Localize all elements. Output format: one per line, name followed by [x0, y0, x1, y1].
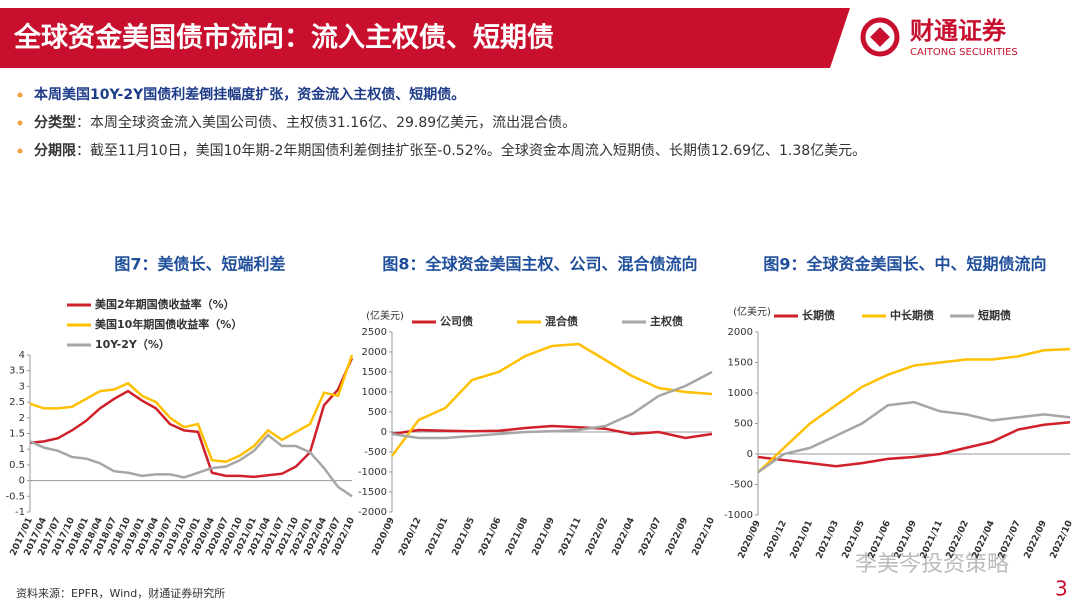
bullet-label: 分类型 — [34, 114, 76, 131]
y-tick-label: 2.5 — [9, 397, 25, 408]
x-tick-label: 2021/03 — [815, 519, 841, 560]
x-tick-label: 2021/01 — [424, 516, 450, 557]
y-tick-label: 1000 — [362, 387, 387, 398]
bullet-label: 分期限 — [34, 143, 76, 159]
series-line — [757, 421, 1071, 468]
x-tick-label: 2022/04 — [611, 516, 637, 557]
page-number: 3 — [1055, 577, 1068, 601]
y-tick-label: -0.5 — [5, 491, 25, 502]
x-tick-label: 2022/07 — [997, 519, 1023, 560]
y-tick-label: 0.5 — [9, 460, 25, 471]
y-tick-label: 1.5 — [9, 429, 25, 440]
x-tick-label: 2022/10 — [1049, 519, 1075, 560]
bullet-dot — [17, 120, 23, 126]
y-tick-label: -1000 — [724, 510, 753, 521]
y-tick-label: 0 — [747, 449, 753, 460]
y-tick-label: -1 — [15, 507, 25, 518]
x-tick-label: 2021/09 — [531, 516, 557, 557]
chart-title: 图9：全球资金美国长、中、短期债流向 — [763, 255, 1046, 274]
bullet-text: ：截至11月10日，美国10年期-2年期国债利差倒挂扩张至-0.52%。全球资金… — [76, 142, 866, 159]
x-tick-label: 2022/10 — [691, 516, 717, 557]
chart-title: 图8：全球资金美国主权、公司、混合债流向 — [382, 255, 697, 274]
y-tick-label: 2500 — [362, 327, 387, 338]
logo-text: 财通证券 — [910, 17, 1007, 45]
legend-label: 中长期债 — [890, 308, 934, 322]
y-tick-label: -500 — [730, 480, 753, 491]
y-tick-label: 1500 — [728, 358, 753, 369]
x-tick-label: 2020/12 — [763, 519, 789, 560]
legend-label: 短期债 — [978, 308, 1011, 322]
y-tick-label: -500 — [364, 447, 387, 458]
y-tick-label: 2000 — [362, 347, 387, 358]
x-tick-label: 2020/09 — [371, 516, 397, 557]
axis-unit: (亿美元) — [733, 305, 771, 318]
chart-title: 图7：美债长、短端利差 — [114, 255, 285, 274]
legend-label: 美国2年期国债收益率（%） — [95, 297, 235, 311]
x-tick-label: 2022/09 — [1023, 519, 1049, 560]
y-tick-label: 0 — [19, 476, 25, 487]
legend-label: 公司债 — [440, 314, 473, 328]
legend-label: 美国10年期国债收益率（%） — [95, 317, 242, 331]
y-tick-label: 0 — [381, 427, 387, 438]
series-line — [29, 354, 354, 464]
axis-unit: (亿美元) — [366, 309, 404, 322]
header-bar — [0, 8, 850, 68]
series-line — [29, 357, 354, 479]
y-tick-label: 2000 — [728, 327, 753, 338]
bullet: 分期限：截至11月10日，美国10年期-2年期国债利差倒挂扩张至-0.52%。全… — [34, 142, 866, 159]
y-tick-label: 500 — [734, 419, 753, 430]
series-line — [757, 400, 1071, 474]
x-tick-label: 2022/07 — [637, 516, 663, 557]
y-tick-label: 4 — [19, 350, 25, 361]
x-tick-label: 2021/01 — [789, 519, 815, 560]
y-tick-label: 500 — [368, 407, 387, 418]
series-line — [391, 370, 713, 440]
logo-icon — [860, 17, 900, 57]
x-tick-label: 2022/02 — [584, 516, 610, 557]
series-line — [391, 424, 713, 440]
x-tick-label: 2022/09 — [664, 516, 690, 557]
bullet-text: ：本周全球资金流入美国公司债、主权债31.16亿、29.89亿美元，流出混合债。 — [76, 114, 576, 131]
logo-icon — [870, 27, 890, 47]
series-line — [390, 342, 713, 457]
legend-label: 主权债 — [650, 314, 683, 328]
legend-label: 10Y-2Y（%） — [95, 338, 170, 351]
legend-label: 混合债 — [545, 314, 578, 328]
bullet-dot — [17, 92, 23, 98]
bullet: 分类型：本周全球资金流入美国公司债、主权债31.16亿、29.89亿美元，流出混… — [34, 114, 576, 131]
x-tick-label: 2021/08 — [504, 516, 530, 557]
bullet-dot — [17, 148, 23, 154]
legend-label: 长期债 — [802, 308, 835, 322]
source: 资料来源：EPFR，Wind，财通证券研究所 — [16, 586, 225, 600]
header-title: 全球资金美国债市流向：流入主权债、短期债 — [13, 22, 554, 54]
y-tick-label: 1 — [19, 444, 25, 455]
x-tick-label: 2020/09 — [737, 519, 763, 560]
y-tick-label: -1000 — [358, 467, 387, 478]
y-tick-label: 2 — [19, 413, 25, 424]
y-tick-label: 3.5 — [9, 366, 25, 377]
series-line — [757, 347, 1071, 474]
bullet-label: 本周美国10Y-2Y国债利差倒挂幅度扩张，资金流入主权债、短期债。 — [34, 86, 465, 103]
x-tick-label: 2020/12 — [397, 516, 423, 557]
y-tick-label: -1500 — [358, 487, 387, 498]
x-tick-label: 2021/05 — [451, 516, 477, 557]
y-tick-label: 3 — [19, 381, 25, 392]
x-tick-label: 2021/06 — [477, 516, 503, 557]
x-tick-label: 2021/11 — [557, 516, 583, 557]
series-line — [29, 433, 353, 498]
watermark: 李美岑投资策略 — [855, 552, 1009, 577]
logo-en: CAITONG SECURITIES — [910, 47, 1018, 58]
bullet: 本周美国10Y-2Y国债利差倒挂幅度扩张，资金流入主权债、短期债。 — [34, 86, 465, 103]
y-tick-label: 1500 — [362, 367, 387, 378]
y-tick-label: -2000 — [358, 507, 387, 518]
y-tick-label: 1000 — [728, 388, 753, 399]
